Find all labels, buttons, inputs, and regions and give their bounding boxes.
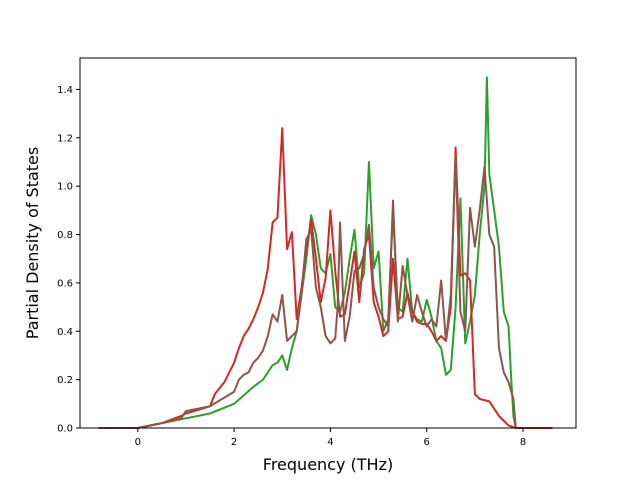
series-line-1 [98, 76, 517, 429]
series-line-3 [98, 153, 517, 429]
y-tick-label: 1.4 [57, 85, 73, 96]
x-axis-ticks: 0 2 4 6 8 [135, 428, 526, 448]
y-tick-label: 0.0 [57, 424, 73, 435]
plot-area [98, 76, 553, 429]
y-axis-label: Partial Density of States [23, 147, 42, 339]
x-tick-label: 6 [424, 437, 430, 448]
x-tick-label: 0 [135, 437, 141, 448]
y-tick-label: 1.2 [57, 133, 73, 144]
x-tick-label: 8 [520, 437, 526, 448]
y-axis-ticks: 0.0 0.2 0.4 0.6 0.8 1.0 1.2 1.4 [57, 85, 80, 435]
series-line-2 [98, 127, 553, 429]
y-tick-label: 0.2 [57, 375, 73, 386]
x-tick-label: 4 [327, 437, 333, 448]
y-tick-label: 0.4 [57, 327, 73, 338]
axes-frame [79, 57, 577, 429]
x-axis-label: Frequency (THz) [263, 455, 393, 474]
y-tick-label: 0.8 [57, 230, 73, 241]
y-tick-label: 0.6 [57, 278, 73, 289]
x-tick-label: 2 [231, 437, 237, 448]
y-tick-label: 1.0 [57, 182, 73, 193]
